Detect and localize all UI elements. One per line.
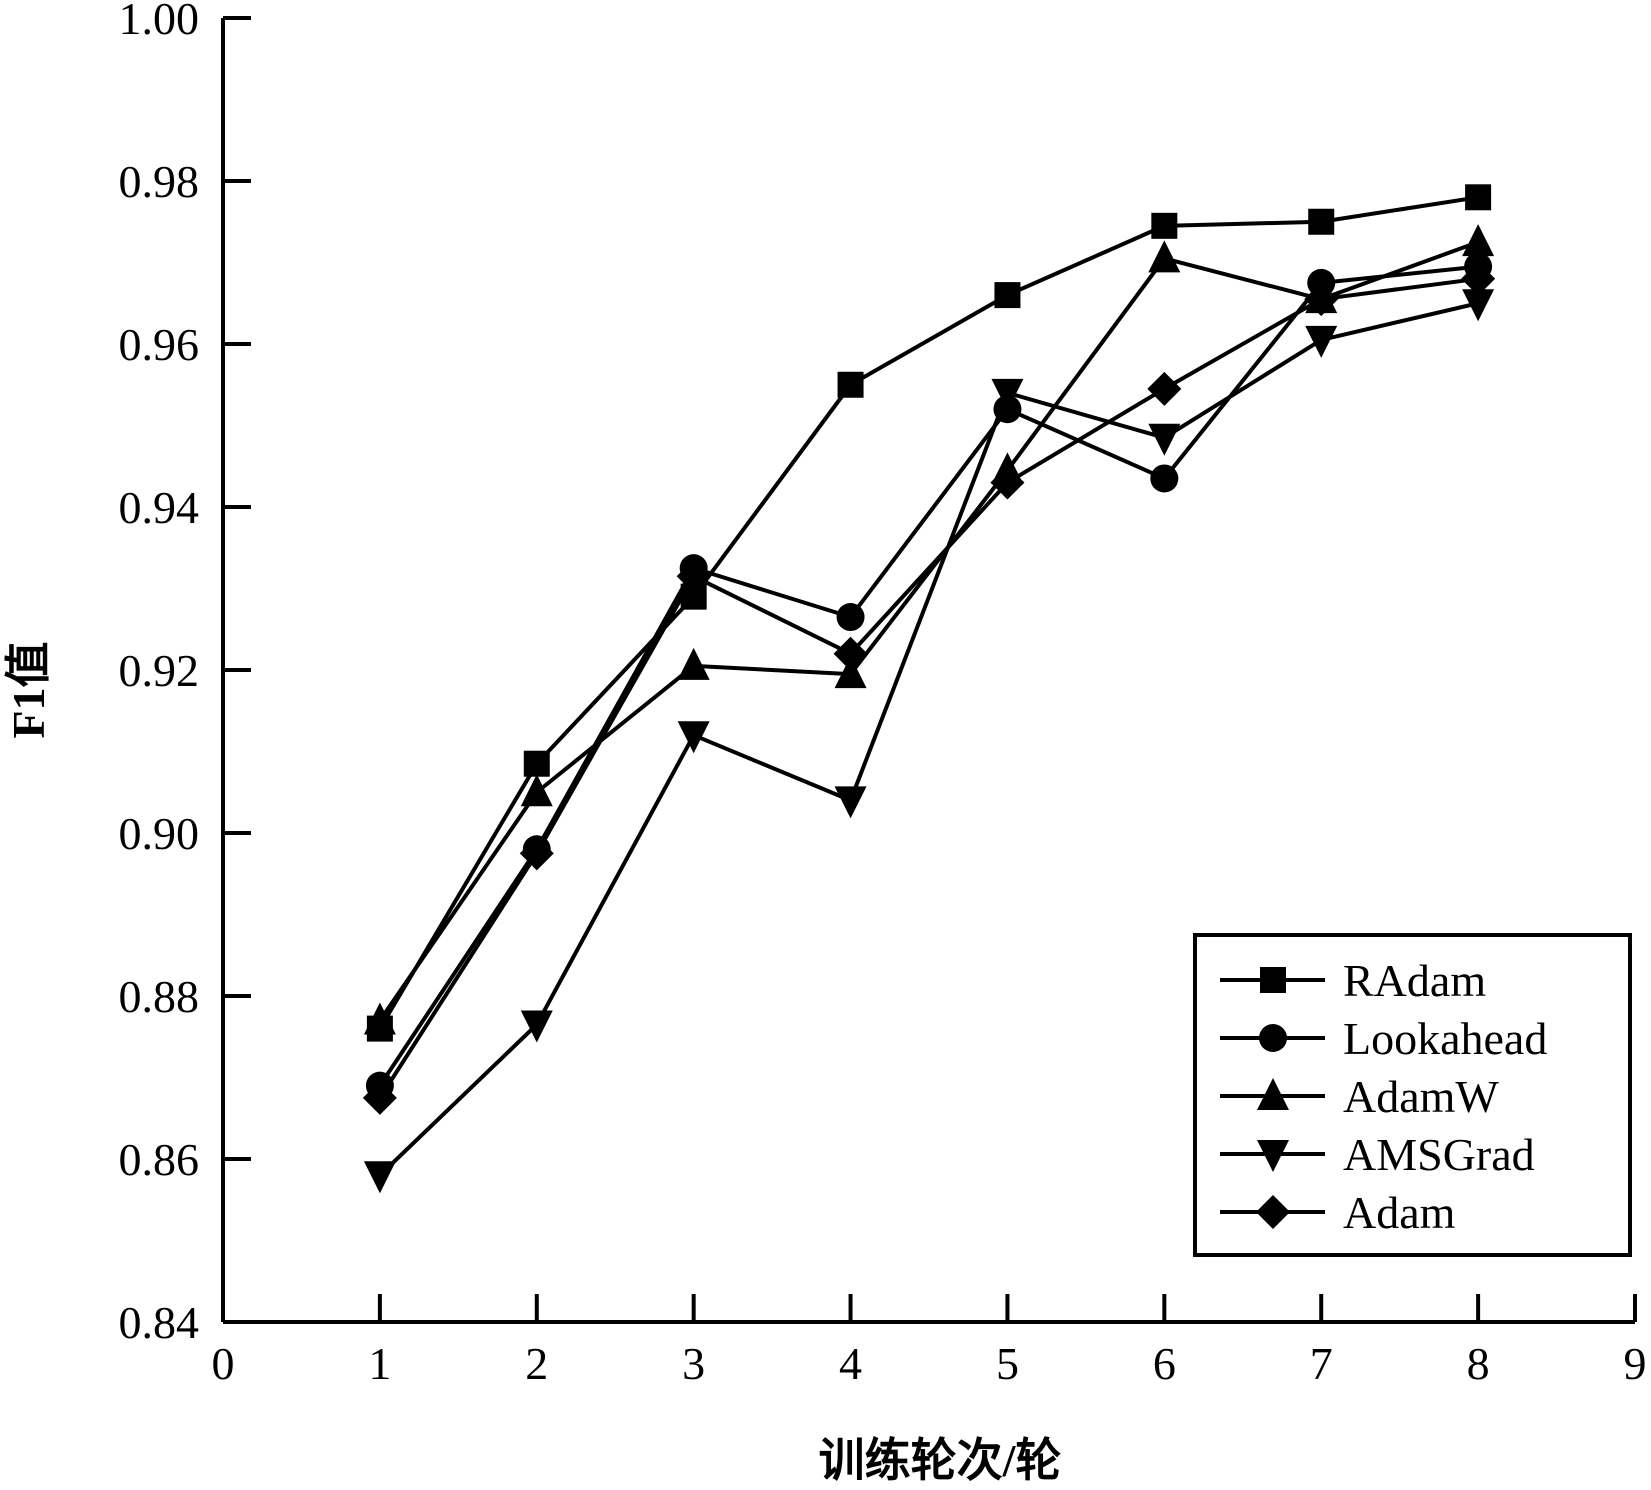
data-point-adamw: [1148, 240, 1181, 273]
data-point-radam: [1151, 212, 1178, 239]
x-tick-label: 0: [212, 1338, 235, 1389]
x-tick-label: 4: [839, 1338, 862, 1389]
data-point-radam: [994, 282, 1021, 309]
legend-marker-adam: [1256, 1195, 1290, 1229]
series-line-adam: [378, 276, 1479, 1099]
data-point-adamw: [1462, 224, 1495, 257]
series-line-radam: [378, 195, 1479, 1030]
y-tick-label: 0.88: [119, 971, 200, 1022]
series-radam: [366, 184, 1492, 1042]
legend-item-radam: RAdam: [1220, 955, 1486, 1006]
legend-item-lookahead: Lookahead: [1220, 1013, 1547, 1064]
legend-label-lookahead: Lookahead: [1343, 1013, 1547, 1064]
x-tick-label: 8: [1467, 1338, 1490, 1389]
data-point-adamw: [520, 774, 553, 807]
data-point-radam: [523, 750, 550, 777]
x-axis-title: 训练轮次/轮: [819, 1435, 1062, 1486]
x-tick-label: 5: [996, 1338, 1019, 1389]
data-point-adamw: [834, 656, 867, 689]
data-point-adam: [362, 1080, 397, 1115]
x-tick-label: 9: [1624, 1338, 1647, 1389]
data-point-amsgrad: [834, 786, 867, 819]
legend-marker-adamw: [1257, 1078, 1289, 1110]
y-tick-label: 1.00: [119, 0, 200, 44]
y-axis-title: F1值: [3, 641, 54, 738]
data-point-adam: [676, 559, 711, 594]
data-point-amsgrad: [991, 378, 1024, 411]
data-point-lookahead: [836, 603, 865, 632]
data-point-adam: [519, 836, 554, 871]
legend-label-adamw: AdamW: [1343, 1071, 1499, 1122]
x-tick-label: 1: [368, 1338, 391, 1389]
x-tick-label: 3: [682, 1338, 705, 1389]
data-point-adam: [1461, 261, 1496, 296]
data-point-adam: [1304, 282, 1339, 317]
legend-marker-lookahead: [1259, 1024, 1287, 1052]
data-point-amsgrad: [363, 1161, 396, 1194]
legend-label-amsgrad: AMSGrad: [1343, 1129, 1535, 1180]
axes: 0.84 0.86 0.88 0.90 0.92 0.94 0.96 0.98 1.00 0 1 2 3…: [119, 0, 1647, 1389]
data-point-amsgrad: [1148, 423, 1181, 456]
legend-item-adamw: AdamW: [1220, 1071, 1499, 1122]
series-adam: [362, 261, 1496, 1115]
data-point-adamw: [677, 647, 710, 680]
legend-item-amsgrad: AMSGrad: [1220, 1129, 1535, 1180]
data-point-adam: [990, 465, 1025, 500]
y-tick-label: 0.86: [119, 1134, 200, 1185]
legend-marker-amsgrad: [1257, 1140, 1289, 1172]
x-tick-label: 2: [525, 1338, 548, 1389]
y-tick-label: 0.90: [119, 808, 200, 859]
y-tick-label: 0.94: [119, 482, 200, 533]
data-point-adam: [833, 636, 868, 671]
series-layer: [362, 184, 1496, 1194]
data-point-amsgrad: [520, 1010, 553, 1043]
legend-label-radam: RAdam: [1343, 955, 1486, 1006]
y-tick-label: 0.96: [119, 319, 200, 370]
data-point-amsgrad: [1305, 325, 1338, 358]
legend-item-adam: Adam: [1220, 1187, 1456, 1238]
series-amsgrad: [363, 289, 1495, 1194]
x-tick-label: 7: [1310, 1338, 1333, 1389]
data-point-radam: [1308, 208, 1335, 235]
data-point-radam: [1465, 184, 1492, 211]
x-tick-label: 6: [1153, 1338, 1176, 1389]
data-point-amsgrad: [677, 721, 710, 754]
y-tick-label: 0.84: [119, 1297, 200, 1348]
series-line-adamw: [378, 240, 1479, 1022]
series-line-amsgrad: [378, 301, 1479, 1177]
data-point-adamw: [363, 1002, 396, 1035]
data-point-radam: [837, 371, 864, 398]
y-tick-label: 0.92: [119, 645, 200, 696]
y-tick-label: 0.98: [119, 156, 200, 207]
data-point-lookahead: [1150, 464, 1179, 493]
data-point-adam: [1147, 371, 1182, 406]
legend-marker-radam: [1260, 967, 1286, 993]
data-point-amsgrad: [1462, 289, 1495, 322]
legend: RAdam Lookahead AdamW AMSGrad Adam: [1193, 933, 1632, 1257]
legend-label-adam: Adam: [1343, 1187, 1456, 1238]
